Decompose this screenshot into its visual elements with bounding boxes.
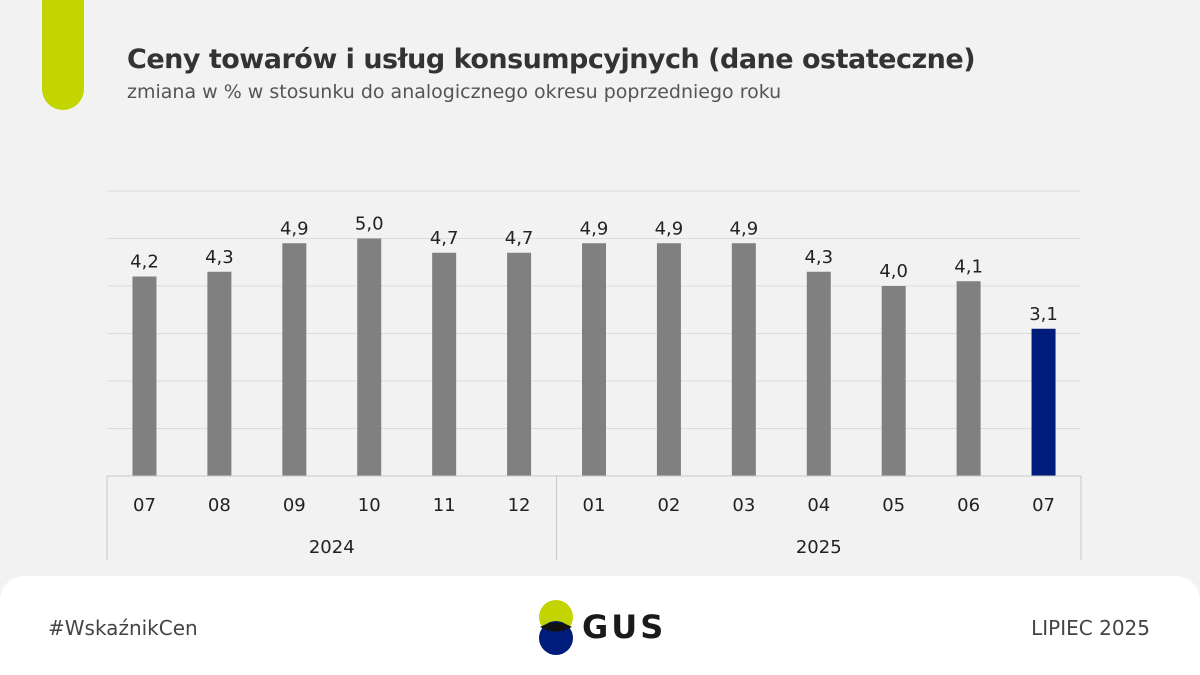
- bar: [806, 271, 831, 476]
- data-label: 4,9: [280, 218, 309, 239]
- date-label: LIPIEC 2025: [1031, 616, 1150, 640]
- hashtag-label: #WskaźnikCen: [48, 616, 198, 640]
- year-label: 2025: [796, 537, 842, 558]
- data-label: 4,3: [804, 247, 833, 268]
- data-label: 4,9: [655, 218, 684, 239]
- tick-label: 03: [732, 495, 755, 516]
- tick-label: 07: [133, 495, 156, 516]
- data-label: 4,9: [730, 218, 759, 239]
- data-label: 4,7: [430, 228, 459, 249]
- tick-label: 12: [508, 495, 531, 516]
- gus-logo-text: GUS: [582, 608, 667, 646]
- year-label: 2024: [309, 537, 355, 558]
- data-label: 4,9: [580, 218, 609, 239]
- tick-label: 09: [283, 495, 306, 516]
- bar: [507, 252, 532, 476]
- bar: [582, 243, 606, 476]
- tick-label: 02: [657, 495, 680, 516]
- data-label: 5,0: [355, 214, 384, 235]
- bar: [656, 243, 681, 476]
- tick-label: 11: [433, 495, 456, 516]
- bar: [132, 276, 157, 476]
- data-label: 4,7: [505, 228, 534, 249]
- footer: [0, 576, 1200, 675]
- data-label: 4,2: [130, 252, 159, 273]
- data-label: 4,3: [205, 247, 234, 268]
- data-label: 4,0: [879, 261, 908, 282]
- data-label: 4,1: [954, 256, 983, 277]
- bar: [731, 243, 756, 476]
- accent-bar: [42, 0, 84, 110]
- tick-label: 07: [1032, 495, 1055, 516]
- gus-logo-icon: [539, 600, 573, 655]
- tick-label: 05: [882, 495, 905, 516]
- tick-label: 08: [208, 495, 231, 516]
- bar: [357, 238, 382, 476]
- bar: [432, 252, 457, 476]
- bar-chart: 4,2 4,3 4,9 5,0 4,7 4,7 4,9 4,9 4,9 4,3 4,0 4,1 3,1 0…: [106, 190, 1082, 560]
- chart-title: Ceny towarów i usług konsumpcyjnych (dan…: [127, 44, 976, 75]
- bar: [207, 271, 232, 476]
- bar: [881, 286, 906, 476]
- tick-label: 01: [583, 495, 606, 516]
- tick-label: 06: [957, 495, 980, 516]
- bar: [1031, 328, 1056, 476]
- bar: [956, 281, 981, 476]
- bar: [282, 243, 307, 476]
- tick-label: 04: [807, 495, 830, 516]
- tick-label: 10: [358, 495, 381, 516]
- data-label: 3,1: [1029, 304, 1058, 325]
- chart-subtitle: zmiana w % w stosunku do analogicznego o…: [127, 81, 782, 103]
